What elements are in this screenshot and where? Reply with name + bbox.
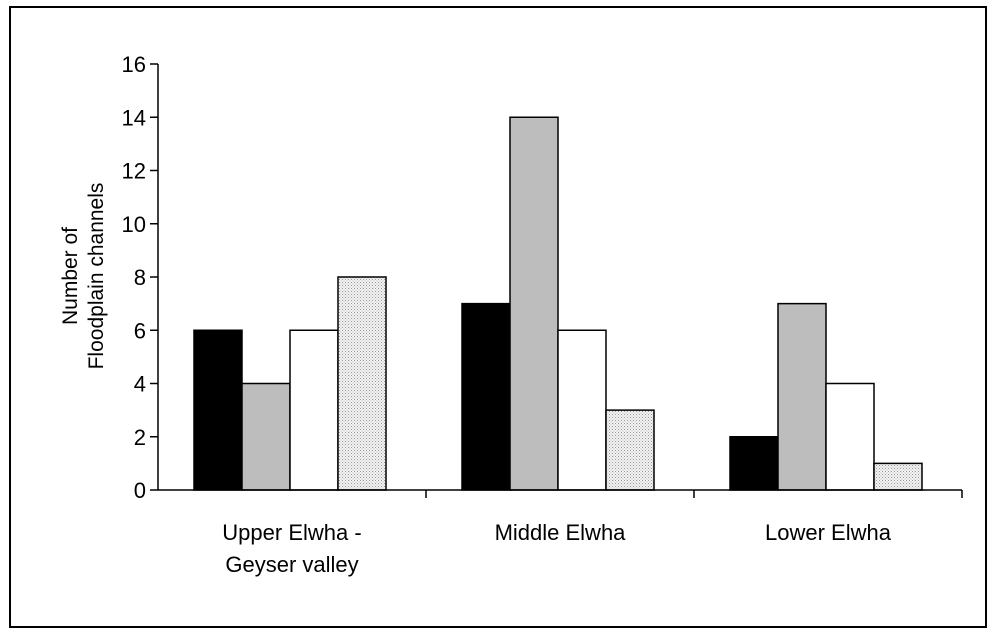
bar-series-3-category-1	[289, 329, 339, 491]
y-axis-title-line: Floodplain channels	[85, 183, 108, 370]
category-label: Middle Elwha	[495, 520, 627, 545]
bar-series-1-category-1	[193, 329, 243, 491]
category-label: Upper Elwha -	[222, 520, 361, 545]
bar-series-4-category-3	[873, 462, 923, 491]
bar-series-1-category-2	[461, 302, 511, 491]
bar-series-4-category-2	[605, 409, 655, 491]
y-tick-label: 14	[122, 105, 146, 130]
bars	[193, 116, 923, 491]
bar-series-2-category-2	[509, 116, 559, 491]
axes	[157, 64, 963, 498]
bar-series-3-category-3	[825, 382, 875, 491]
y-axis-ticks: 0 2 4 6 8 10 12 14 16	[122, 52, 158, 503]
category-label: Lower Elwha	[765, 520, 892, 545]
y-axis-title: Number of Floodplain channels	[59, 183, 108, 370]
y-tick-label: 4	[134, 372, 146, 397]
bar-series-3-category-2	[557, 329, 607, 491]
y-axis-title-line: Number of	[59, 227, 82, 325]
y-tick-label: 16	[122, 52, 146, 77]
y-tick-label: 12	[122, 159, 146, 184]
category-label: Geyser valley	[225, 552, 358, 577]
category-labels: Upper Elwha - Geyser valley Middle Elwha Lo…	[222, 520, 891, 577]
bar-series-1-category-3	[729, 436, 779, 491]
y-tick-label: 8	[134, 265, 146, 290]
bar-series-2-category-3	[777, 302, 827, 491]
y-tick-label: 0	[134, 478, 146, 503]
bar-series-2-category-1	[241, 382, 291, 491]
y-tick-label: 2	[134, 425, 146, 450]
bar-series-4-category-1	[337, 276, 387, 491]
y-tick-label: 10	[122, 212, 146, 237]
y-tick-label: 6	[134, 318, 146, 343]
